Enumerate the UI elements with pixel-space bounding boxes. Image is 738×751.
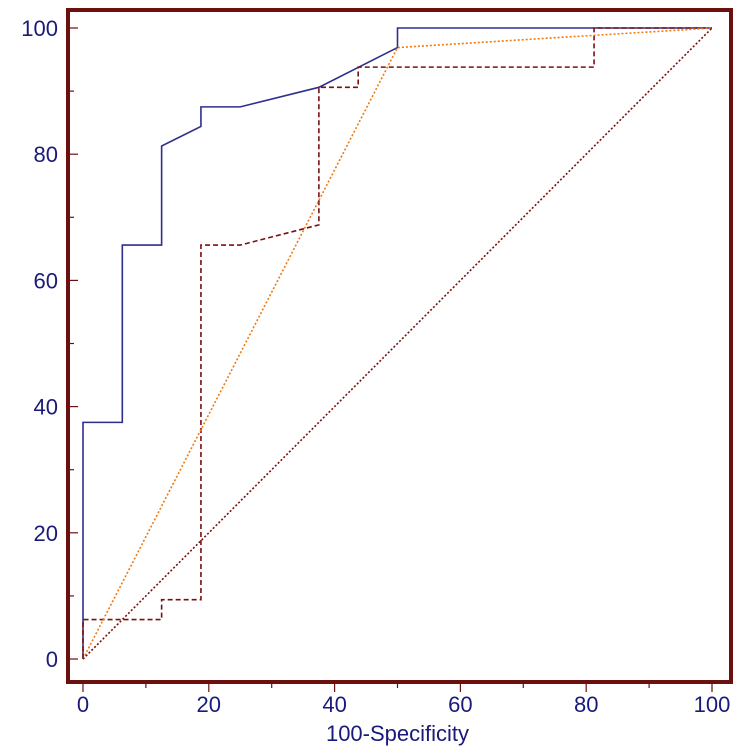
ticks-layer: 0 20 40 60 80 100 0 20 40 60 80 100 [21, 16, 730, 717]
series-line-2 [82, 27, 712, 659]
y-tick-label: 60 [34, 268, 58, 293]
series-layer [82, 27, 713, 660]
y-tick-label: 80 [34, 142, 58, 167]
x-tick-label: 40 [322, 692, 346, 717]
y-tick-label: 40 [34, 395, 58, 420]
x-tick-label: 80 [574, 692, 598, 717]
x-tick-label: 100 [694, 692, 731, 717]
x-tick-label: 20 [197, 692, 221, 717]
plot-frame [66, 8, 733, 684]
series-line-1 [82, 27, 712, 659]
series-line-3 [82, 27, 713, 660]
x-tick-label: 0 [77, 692, 89, 717]
y-tick-label: 0 [46, 647, 58, 672]
y-tick-label: 100 [21, 16, 58, 41]
series-line-4 [82, 27, 713, 660]
x-tick-label: 60 [448, 692, 472, 717]
x-axis-title: 100-Specificity [326, 721, 469, 746]
y-tick-label: 20 [34, 521, 58, 546]
